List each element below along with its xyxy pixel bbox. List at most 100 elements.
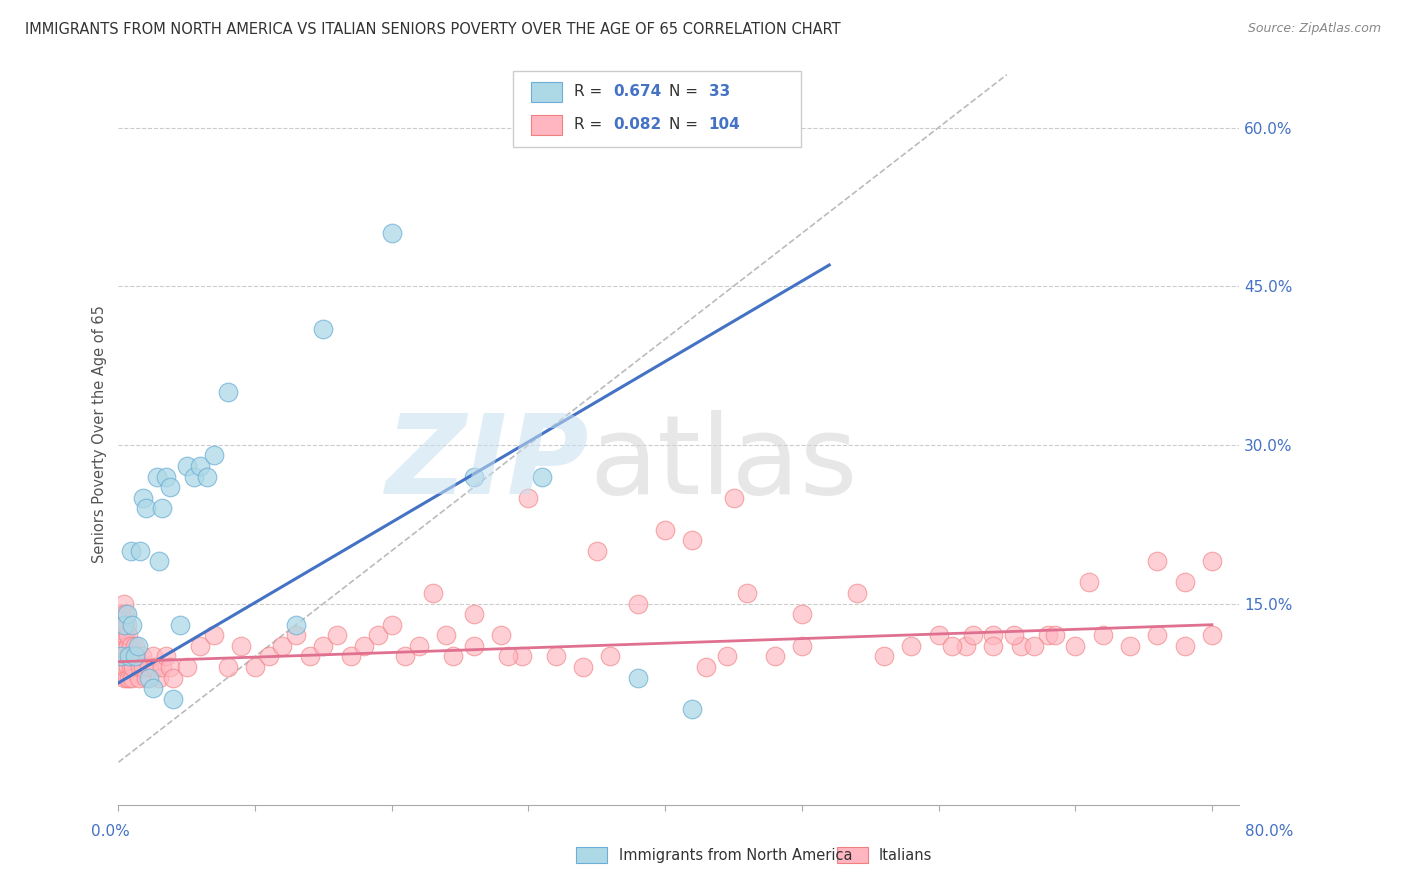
- Point: [381, 617, 404, 632]
- Point: [1173, 575, 1195, 590]
- Point: [790, 607, 813, 621]
- Point: [422, 586, 444, 600]
- Point: [517, 491, 540, 505]
- Point: [627, 671, 650, 685]
- Point: [121, 649, 143, 664]
- Point: [441, 649, 464, 664]
- Point: [129, 660, 152, 674]
- Y-axis label: Seniors Poverty Over the Age of 65: Seniors Poverty Over the Age of 65: [93, 305, 107, 563]
- Point: [544, 649, 567, 664]
- Point: [572, 660, 595, 674]
- Point: [531, 469, 554, 483]
- Point: [928, 628, 950, 642]
- Point: [190, 639, 212, 653]
- Point: [1010, 639, 1032, 653]
- Point: [110, 649, 132, 664]
- Point: [981, 628, 1004, 642]
- Point: [298, 649, 321, 664]
- Point: [148, 554, 170, 568]
- Point: [118, 649, 141, 664]
- Point: [148, 671, 170, 685]
- Text: N =: N =: [669, 118, 703, 132]
- Point: [941, 639, 963, 653]
- Point: [981, 639, 1004, 653]
- Point: [129, 543, 152, 558]
- Point: [243, 660, 266, 674]
- Text: Immigrants from North America: Immigrants from North America: [619, 848, 852, 863]
- Point: [463, 639, 485, 653]
- Point: [381, 227, 404, 241]
- Point: [1002, 628, 1025, 642]
- Text: 33: 33: [709, 85, 730, 99]
- Point: [735, 586, 758, 600]
- Point: [150, 660, 173, 674]
- Point: [118, 671, 141, 685]
- Point: [135, 671, 157, 685]
- Point: [202, 628, 225, 642]
- Point: [124, 649, 146, 664]
- Point: [138, 671, 160, 685]
- Point: [120, 660, 142, 674]
- Point: [112, 597, 135, 611]
- Point: [112, 639, 135, 653]
- Point: [111, 628, 134, 642]
- Text: 80.0%: 80.0%: [1246, 824, 1294, 838]
- Point: [955, 639, 977, 653]
- Point: [169, 617, 191, 632]
- Point: [231, 639, 253, 653]
- Point: [1146, 628, 1168, 642]
- Text: Source: ZipAtlas.com: Source: ZipAtlas.com: [1247, 22, 1381, 36]
- Point: [353, 639, 375, 653]
- Point: [121, 617, 143, 632]
- Point: [463, 469, 485, 483]
- Point: [271, 639, 294, 653]
- Point: [110, 649, 132, 664]
- Text: ZIP: ZIP: [385, 410, 589, 517]
- Point: [162, 691, 184, 706]
- Point: [1024, 639, 1046, 653]
- Text: N =: N =: [669, 85, 703, 99]
- Point: [723, 491, 745, 505]
- Text: R =: R =: [574, 118, 607, 132]
- Point: [159, 480, 181, 494]
- Point: [145, 469, 167, 483]
- Text: Italians: Italians: [879, 848, 932, 863]
- Point: [138, 660, 160, 674]
- Point: [326, 628, 349, 642]
- Point: [132, 491, 155, 505]
- Point: [257, 649, 280, 664]
- Point: [117, 628, 139, 642]
- Point: [695, 660, 717, 674]
- Point: [132, 660, 155, 674]
- Point: [120, 639, 142, 653]
- Point: [135, 501, 157, 516]
- Point: [1146, 554, 1168, 568]
- Point: [108, 628, 131, 642]
- Point: [285, 628, 308, 642]
- Point: [285, 617, 308, 632]
- Point: [1043, 628, 1066, 642]
- Point: [117, 660, 139, 674]
- Point: [122, 660, 145, 674]
- Point: [115, 649, 138, 664]
- Point: [125, 649, 148, 664]
- Point: [114, 628, 136, 642]
- Point: [155, 469, 177, 483]
- Point: [312, 639, 335, 653]
- Point: [682, 702, 704, 716]
- Point: [128, 671, 150, 685]
- Point: [790, 639, 813, 653]
- Point: [217, 660, 239, 674]
- Text: 0.0%: 0.0%: [91, 824, 131, 838]
- Point: [845, 586, 868, 600]
- Point: [117, 639, 139, 653]
- Point: [489, 628, 512, 642]
- Text: IMMIGRANTS FROM NORTH AMERICA VS ITALIAN SENIORS POVERTY OVER THE AGE OF 65 CORR: IMMIGRANTS FROM NORTH AMERICA VS ITALIAN…: [25, 22, 841, 37]
- Point: [1173, 639, 1195, 653]
- Point: [408, 639, 430, 653]
- Point: [111, 617, 134, 632]
- Point: [217, 384, 239, 399]
- Point: [510, 649, 533, 664]
- Point: [1064, 639, 1087, 653]
- Point: [1091, 628, 1114, 642]
